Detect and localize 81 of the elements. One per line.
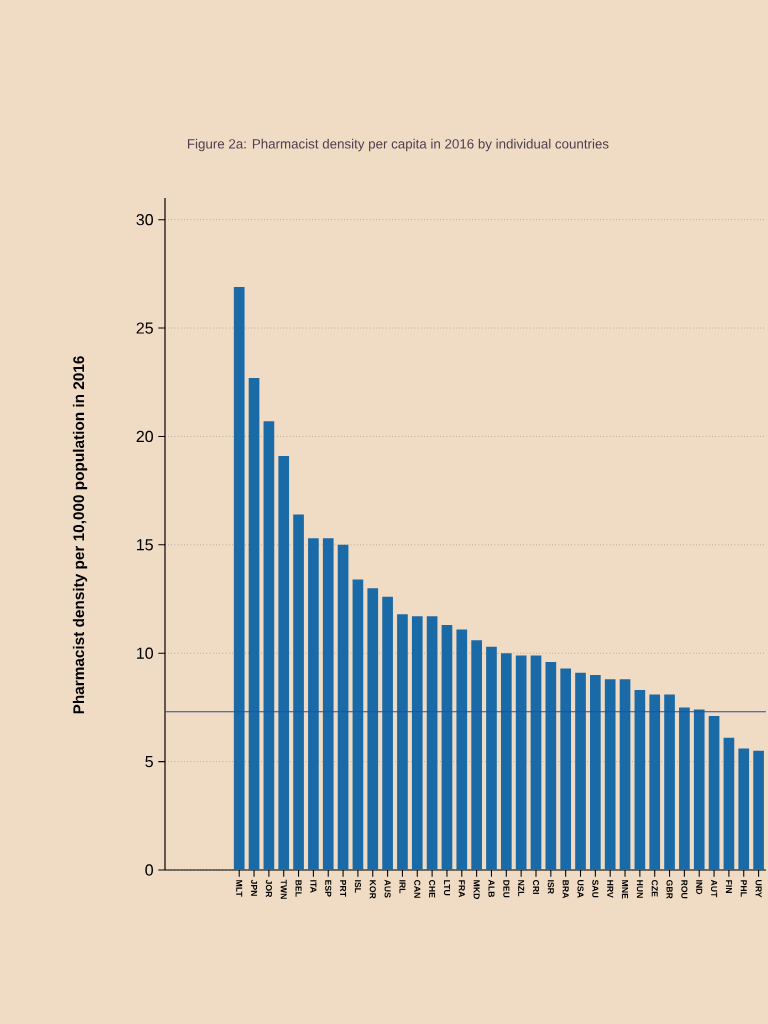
bar (560, 668, 572, 870)
x-tick-label: HRV (607, 880, 614, 898)
bar (590, 674, 601, 870)
y-tick-label: 5 (145, 756, 153, 768)
bar (693, 709, 705, 870)
bar (619, 679, 631, 870)
bar (293, 514, 304, 870)
x-tick-label: FIN (725, 880, 732, 893)
bar (486, 646, 497, 870)
y-tick-label: 30 (136, 214, 153, 226)
bar (708, 716, 720, 870)
x-tick-label: CAN (414, 879, 421, 898)
bar (233, 286, 245, 870)
y-tick-label: 20 (136, 430, 153, 443)
x-tick-label: NZL (518, 880, 525, 897)
x-tick-label: BRA (562, 880, 569, 899)
bar (352, 579, 364, 870)
bar (456, 629, 468, 870)
y-tick-label: 10 (137, 647, 153, 659)
bar (397, 614, 408, 870)
bar (308, 538, 319, 870)
chart-title: Figure 2a: Pharmacist density per capita in 2016 by individual countries (187, 138, 609, 152)
x-tick-label: DEU (503, 880, 510, 898)
x-tick-label: FRA (458, 880, 465, 898)
y-axis-title: Pharmacist density per 10,000 population in 2016 (72, 356, 88, 714)
x-tick-label: ESP (325, 880, 332, 897)
x-tick-label: AUT (711, 879, 718, 898)
x-tick-label: ROU (681, 880, 688, 899)
bar (738, 748, 750, 870)
bar (500, 653, 512, 870)
y-tick-label: 15 (137, 539, 153, 551)
x-tick-label: ISR (547, 880, 554, 894)
x-tick-label: LTU (443, 880, 450, 896)
x-tick-label: MLT (236, 880, 243, 897)
bar (530, 655, 542, 870)
x-tick-label: IRL (399, 880, 406, 894)
bar (515, 655, 527, 870)
x-tick-label: SAU (592, 879, 599, 898)
y-tick-label: 25 (136, 322, 153, 334)
x-tick-label: CZE (651, 879, 658, 897)
bar (545, 661, 557, 870)
bar (649, 694, 661, 870)
x-tick-label: MNE (622, 880, 629, 899)
x-tick-label: PRT (340, 880, 347, 897)
x-tick-label: URY (755, 880, 762, 898)
bar (723, 737, 735, 870)
bar (441, 625, 453, 870)
x-tick-label: ISL (354, 880, 361, 893)
x-tick-label: USA (577, 880, 584, 898)
x-tick-label: CHE (429, 879, 436, 898)
x-tick-label: BEL (295, 880, 302, 897)
bar (263, 421, 275, 870)
bar (367, 588, 379, 870)
x-tick-label: KOR (369, 880, 376, 899)
x-tick-label: TWN (280, 879, 287, 899)
bar (679, 707, 690, 870)
bar (604, 679, 616, 870)
x-tick-label: AUS (384, 879, 391, 898)
bar (753, 750, 764, 870)
x-tick-label: PHL (740, 880, 747, 897)
bar (322, 538, 334, 870)
x-tick-label: ALB (488, 879, 495, 898)
bar (278, 455, 290, 870)
x-tick-label: JOR (265, 879, 272, 898)
bar (664, 694, 675, 870)
x-tick-label: IND (696, 880, 703, 895)
x-tick-label: MKD (473, 880, 480, 899)
x-tick-label: GBR (666, 879, 673, 899)
bar (382, 596, 393, 870)
bar (248, 377, 260, 870)
bar (426, 616, 438, 870)
bar (337, 544, 349, 870)
bar (411, 616, 423, 870)
x-tick-label: ITA (310, 880, 317, 893)
bar (575, 672, 586, 870)
x-tick-label: HUN (636, 880, 643, 898)
bar (471, 640, 482, 870)
x-tick-label: JPN (251, 879, 258, 896)
y-tick-label: 0 (145, 864, 154, 876)
x-tick-label: CRI (532, 879, 540, 894)
bar (634, 690, 646, 870)
